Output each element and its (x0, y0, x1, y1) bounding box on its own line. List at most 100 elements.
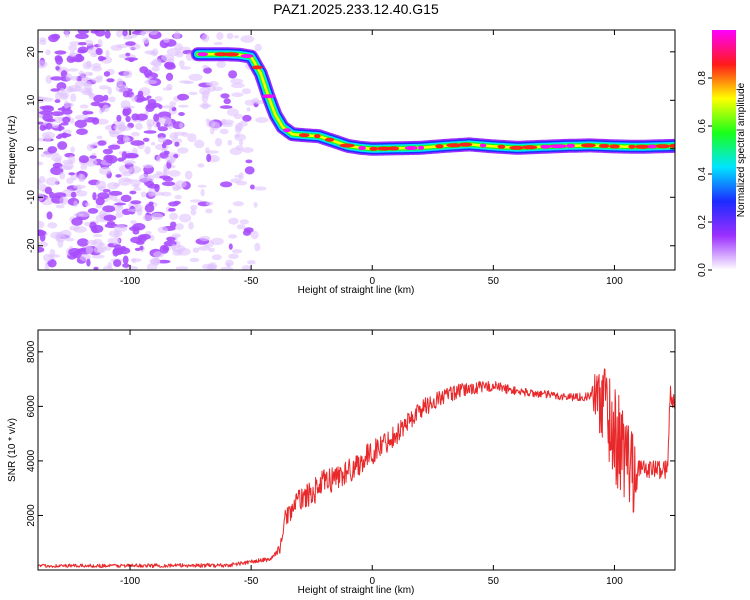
noise-blob (72, 250, 82, 259)
spectrogram-xlabel: Height of straight line (km) (298, 285, 415, 296)
noise-blob (144, 203, 155, 213)
ridge-peak (214, 52, 228, 57)
noise-blob (213, 41, 223, 46)
noise-blob (188, 91, 198, 96)
noise-blob (147, 98, 157, 106)
noise-blob (54, 50, 67, 55)
noise-blob (45, 118, 56, 122)
noise-blob (78, 155, 89, 164)
ridge-peak (459, 142, 473, 147)
noise-blob (86, 143, 94, 151)
noise-blob (70, 75, 79, 81)
noise-blob (254, 242, 261, 252)
y-tick-label: 6000 (26, 395, 37, 418)
noise-blob (43, 253, 52, 262)
noise-blob (45, 122, 53, 130)
noise-blob (216, 32, 224, 40)
noise-blob (130, 258, 142, 262)
noise-blob (130, 140, 145, 146)
noise-blob (90, 101, 101, 107)
noise-blob (197, 184, 207, 188)
noise-blob (73, 226, 87, 233)
noise-blob (231, 249, 243, 254)
noise-blob (68, 44, 78, 52)
noise-blob (83, 71, 92, 76)
noise-blob (113, 224, 128, 232)
noise-blob (123, 70, 133, 78)
noise-blob (157, 136, 167, 143)
noise-blob (77, 46, 89, 54)
noise-blob (241, 147, 254, 153)
noise-blob (163, 167, 170, 176)
noise-blob (253, 201, 258, 208)
noise-blob (107, 86, 113, 95)
noise-blob (83, 80, 93, 90)
noise-blob (188, 221, 194, 230)
noise-blob (95, 47, 103, 56)
noise-blob (38, 161, 44, 166)
noise-blob (177, 247, 191, 256)
noise-blob (234, 133, 240, 138)
spectrogram-x-axis: -100 -50 0 50 100 (120, 30, 623, 287)
noise-blob (142, 164, 154, 169)
noise-blob (38, 230, 47, 236)
noise-blob (116, 139, 126, 145)
noise-blob (91, 117, 100, 125)
noise-blob (125, 115, 131, 123)
x-tick-label: 0 (369, 576, 375, 587)
noise-blob (46, 211, 53, 220)
chart-title: PAZ1.2025.233.12.40.G15 (273, 1, 439, 17)
ridge-peak (339, 143, 355, 148)
noise-blob (86, 258, 91, 267)
noise-blob (94, 30, 106, 37)
x-tick-label: -100 (120, 276, 140, 287)
noise-blob (166, 236, 176, 242)
noise-blob (208, 262, 218, 270)
noise-blob (223, 98, 231, 105)
noise-blob (190, 204, 198, 211)
noise-blob (202, 64, 209, 69)
noise-blob (128, 165, 142, 174)
noise-blob (146, 263, 158, 270)
noise-blob (66, 177, 74, 184)
noise-blob (184, 170, 193, 180)
snr-background (38, 330, 675, 570)
noise-blob (146, 119, 155, 128)
ridge-peak (609, 144, 620, 149)
noise-blob (106, 221, 115, 225)
noise-blob (133, 187, 142, 191)
noise-blob (212, 86, 223, 92)
noise-blob (44, 263, 49, 270)
noise-blob (74, 114, 89, 121)
ridge-peak (549, 144, 567, 149)
noise-blob (64, 102, 74, 108)
noise-blob (107, 237, 121, 244)
noise-blob (96, 135, 103, 140)
noise-blob (172, 184, 181, 192)
noise-blob (64, 237, 75, 242)
noise-blob (55, 66, 60, 71)
noise-blob (116, 78, 124, 87)
noise-blob (178, 104, 189, 108)
noise-blob (250, 184, 255, 190)
colorbar-tick-label: 0.4 (697, 167, 708, 181)
noise-blob (38, 176, 46, 184)
x-tick-label: 50 (488, 576, 500, 587)
noise-blob (142, 214, 152, 222)
noise-blob (108, 144, 121, 150)
ridge-peak (388, 146, 400, 151)
noise-blob (148, 201, 154, 206)
x-tick-label: -50 (244, 276, 259, 287)
spectrogram-y-axis: 20 10 0 -10 -20 (26, 46, 675, 253)
noise-blob (120, 100, 131, 109)
noise-blob (55, 56, 63, 65)
noise-blob (74, 119, 88, 128)
noise-blob (178, 112, 185, 116)
ridge-peak (628, 144, 636, 149)
noise-blob (115, 211, 124, 218)
ridge-peak (509, 145, 524, 150)
noise-blob (103, 71, 111, 77)
noise-blob (169, 101, 177, 107)
snr-ylabel: SNR (10 * v/v) (7, 418, 18, 482)
noise-blob (81, 75, 88, 81)
